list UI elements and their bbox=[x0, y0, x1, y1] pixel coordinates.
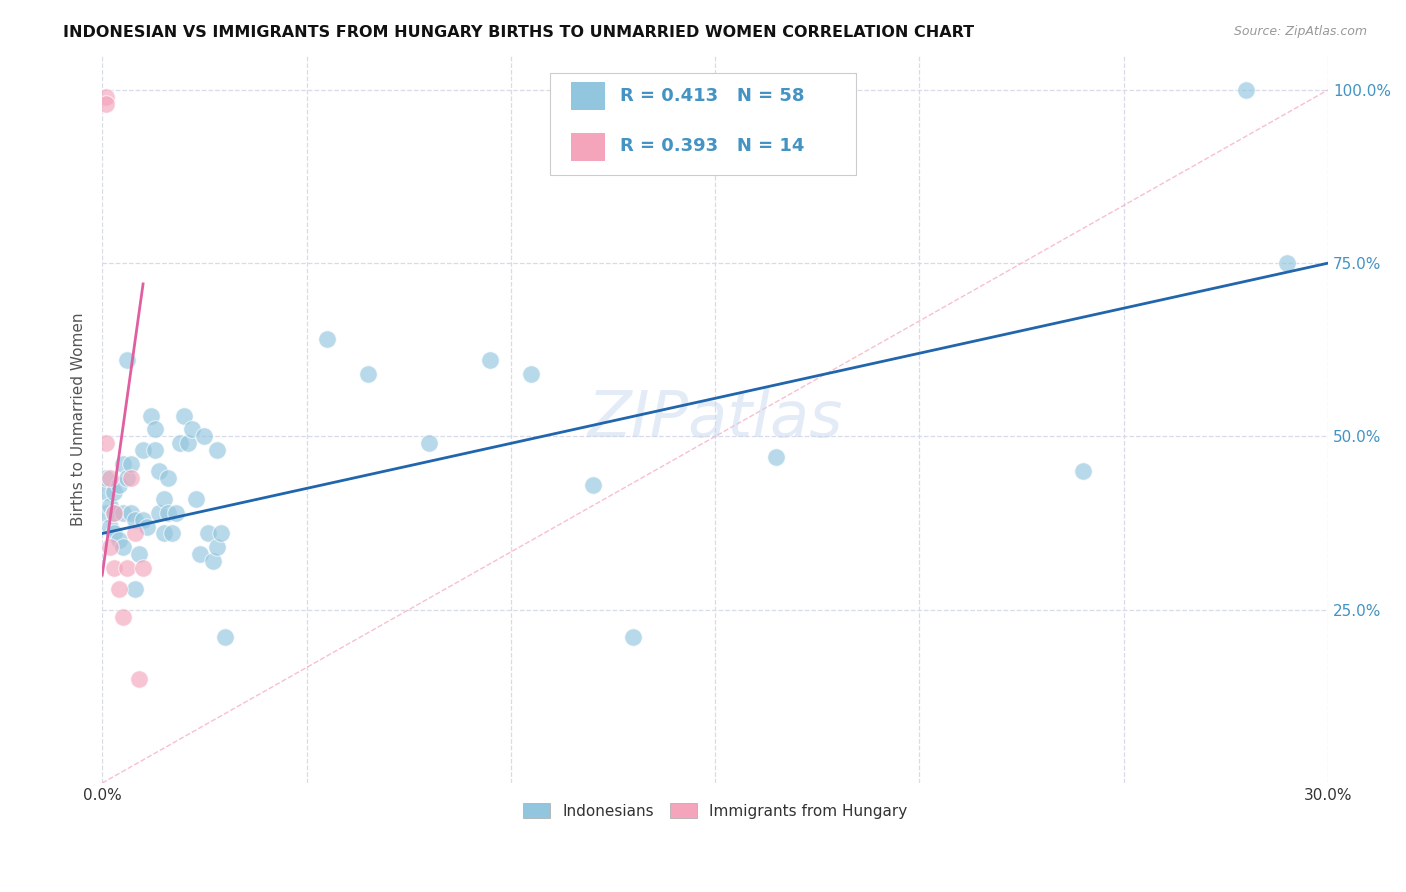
Y-axis label: Births to Unmarried Women: Births to Unmarried Women bbox=[72, 312, 86, 526]
FancyBboxPatch shape bbox=[550, 73, 856, 175]
Point bbox=[96, 436, 118, 450]
Point bbox=[143, 443, 166, 458]
Point bbox=[132, 561, 155, 575]
Point bbox=[765, 450, 787, 465]
Point bbox=[132, 513, 155, 527]
Point bbox=[165, 506, 187, 520]
Point bbox=[107, 478, 129, 492]
Point bbox=[197, 526, 219, 541]
Text: INDONESIAN VS IMMIGRANTS FROM HUNGARY BIRTHS TO UNMARRIED WOMEN CORRELATION CHAR: INDONESIAN VS IMMIGRANTS FROM HUNGARY BI… bbox=[63, 25, 974, 40]
Point bbox=[581, 478, 603, 492]
Point bbox=[128, 547, 150, 561]
Point bbox=[111, 609, 134, 624]
Point bbox=[107, 582, 129, 596]
Point bbox=[128, 672, 150, 686]
Point bbox=[173, 409, 195, 423]
Point bbox=[201, 554, 224, 568]
Point bbox=[177, 436, 200, 450]
Text: ZIPatlas: ZIPatlas bbox=[588, 388, 842, 450]
Point bbox=[103, 526, 125, 541]
Point bbox=[479, 353, 502, 368]
Point bbox=[181, 422, 204, 436]
Point bbox=[96, 506, 118, 520]
Point bbox=[132, 443, 155, 458]
Point bbox=[136, 519, 159, 533]
Point bbox=[156, 471, 179, 485]
Point bbox=[115, 353, 138, 368]
Point bbox=[357, 367, 380, 381]
Point bbox=[1234, 83, 1257, 97]
Point bbox=[96, 484, 118, 499]
Point bbox=[103, 506, 125, 520]
Legend: Indonesians, Immigrants from Hungary: Indonesians, Immigrants from Hungary bbox=[515, 795, 915, 826]
Text: Source: ZipAtlas.com: Source: ZipAtlas.com bbox=[1233, 25, 1367, 38]
FancyBboxPatch shape bbox=[571, 82, 605, 110]
Text: R = 0.413   N = 58: R = 0.413 N = 58 bbox=[620, 87, 804, 105]
Point bbox=[143, 422, 166, 436]
Point bbox=[100, 499, 122, 513]
Point bbox=[214, 631, 236, 645]
Point bbox=[124, 582, 146, 596]
Point bbox=[186, 491, 208, 506]
Point bbox=[96, 89, 118, 103]
Point bbox=[1277, 256, 1299, 270]
Point bbox=[100, 519, 122, 533]
Point bbox=[100, 471, 122, 485]
Point bbox=[160, 526, 183, 541]
Point bbox=[115, 471, 138, 485]
Point bbox=[111, 457, 134, 471]
Point bbox=[115, 561, 138, 575]
Point bbox=[156, 506, 179, 520]
Point bbox=[120, 457, 142, 471]
Point bbox=[120, 471, 142, 485]
Point bbox=[148, 464, 170, 478]
Point bbox=[107, 533, 129, 548]
Point bbox=[1071, 464, 1094, 478]
Point bbox=[205, 541, 228, 555]
Point bbox=[169, 436, 191, 450]
Point bbox=[100, 541, 122, 555]
Point bbox=[103, 561, 125, 575]
Point bbox=[96, 96, 118, 111]
Point bbox=[124, 513, 146, 527]
Text: R = 0.393   N = 14: R = 0.393 N = 14 bbox=[620, 137, 804, 155]
Point bbox=[623, 631, 645, 645]
Point bbox=[316, 332, 339, 346]
Point bbox=[120, 506, 142, 520]
Point bbox=[152, 491, 174, 506]
Point bbox=[111, 506, 134, 520]
Point bbox=[209, 526, 232, 541]
FancyBboxPatch shape bbox=[571, 133, 605, 161]
Point bbox=[111, 541, 134, 555]
Point bbox=[193, 429, 215, 443]
Point bbox=[141, 409, 163, 423]
Point bbox=[205, 443, 228, 458]
Point bbox=[124, 526, 146, 541]
Point bbox=[188, 547, 211, 561]
Point bbox=[96, 471, 118, 485]
Point bbox=[152, 526, 174, 541]
Point bbox=[148, 506, 170, 520]
Point bbox=[103, 484, 125, 499]
Point bbox=[103, 506, 125, 520]
Point bbox=[520, 367, 543, 381]
Point bbox=[418, 436, 440, 450]
